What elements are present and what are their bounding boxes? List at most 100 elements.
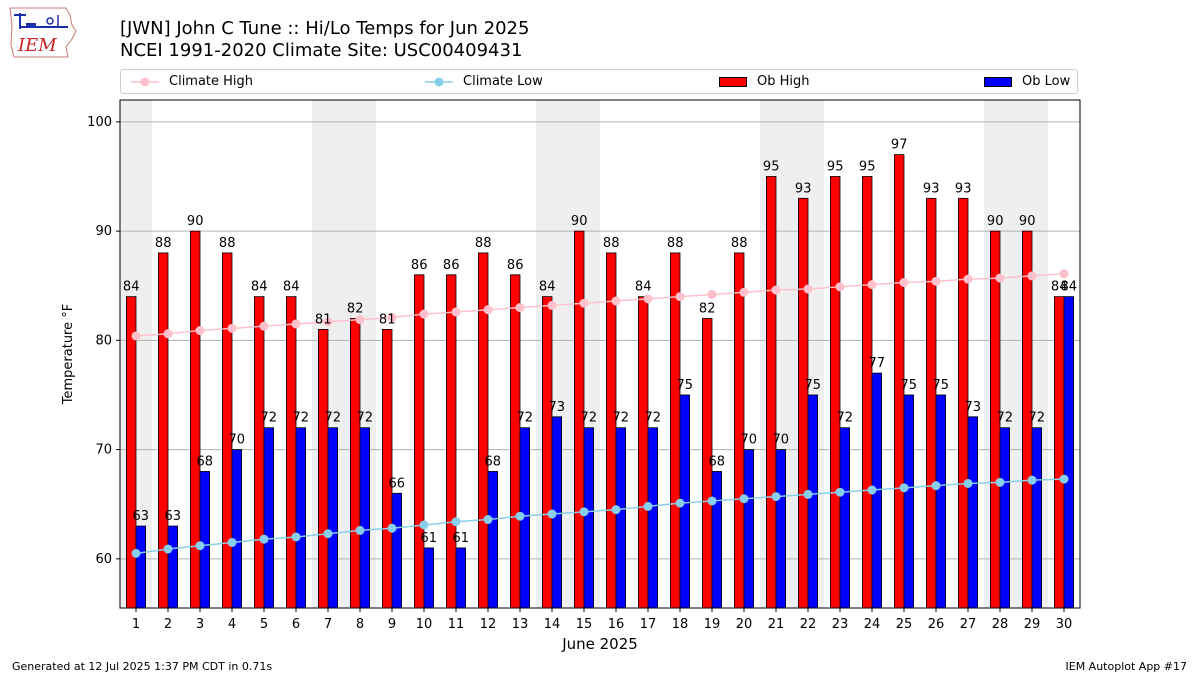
ob-low-data-label: 75: [805, 378, 822, 393]
y-tick-label: 70: [95, 443, 112, 458]
x-tick-label: 9: [388, 617, 396, 632]
legend-label-ob-high: Ob High: [757, 74, 810, 89]
ob-low-bar: [615, 427, 627, 609]
ob-low-data-label: 72: [325, 411, 342, 426]
x-tick-label: 2: [164, 617, 172, 632]
legend-item-ob-low: Ob Low: [984, 70, 1070, 93]
chart-subtitle: NCEI 1991-2020 Climate Site: USC00409431: [120, 40, 523, 61]
climate-low-point: [515, 511, 525, 521]
ob-low-bar: [167, 525, 179, 609]
climate-low-point: [419, 520, 429, 530]
ob-high-bar: [798, 197, 809, 609]
ob-low-data-label: 70: [773, 433, 790, 448]
climate-low-point: [227, 537, 237, 547]
ob-low-bar: [775, 449, 787, 609]
x-tick-label: 3: [196, 617, 204, 632]
climate-high-point: [867, 280, 877, 290]
climate-high-point: [995, 273, 1005, 283]
ob-high-data-label: 82: [347, 301, 364, 316]
ob-low-bar: [999, 427, 1011, 609]
ob-high-bar: [285, 296, 297, 609]
climate-high-point: [547, 300, 557, 310]
bars: [126, 154, 1075, 609]
climate-high-point: [323, 317, 333, 327]
climate-low-point: [643, 501, 653, 511]
climate-high-point: [291, 319, 301, 329]
climate-low-point: [323, 529, 333, 539]
ob-high-data-label: 84: [251, 280, 268, 295]
ob-high-bar: [413, 274, 425, 609]
ob-high-bar: [542, 296, 553, 609]
climate-low-point: [387, 523, 397, 533]
ob-high-bar: [734, 252, 745, 609]
x-tick-label: 1: [132, 617, 140, 632]
ob-low-bar: [967, 416, 979, 609]
climate-high-point: [835, 282, 845, 292]
ob-high-data-label: 95: [763, 159, 780, 174]
x-tick-label: 21: [768, 617, 785, 632]
ob-high-data-label: 84: [1051, 280, 1068, 295]
x-tick-label: 5: [260, 617, 268, 632]
x-tick-label: 18: [672, 617, 689, 632]
ob-high-data-label: 81: [315, 312, 332, 327]
y-tick-label: 100: [87, 115, 112, 130]
x-tick-label: 16: [608, 617, 625, 632]
ob-low-bar: [647, 427, 659, 609]
x-tick-label: 13: [512, 617, 529, 632]
ob-high-bar: [349, 318, 361, 609]
ob-low-data-label: 72: [581, 411, 598, 426]
ob-low-data-label: 70: [741, 433, 758, 448]
ob-low-data-label: 63: [165, 509, 182, 524]
ob-low-bar: [583, 427, 595, 609]
ob-low-bar: [391, 492, 403, 609]
ob-low-bar: [903, 394, 915, 609]
climate-high-point: [195, 326, 205, 336]
climate-high-point: [1027, 271, 1037, 281]
ob-low-data-label: 72: [357, 411, 374, 426]
x-tick-label: 12: [480, 617, 497, 632]
ob-high-data-label: 93: [955, 181, 972, 196]
climate-low-line: [135, 478, 1065, 555]
ob-low-bar: [327, 427, 339, 609]
ob-high-bar: [766, 176, 777, 609]
climate-high-point: [931, 276, 941, 286]
iem-logo: IEM: [8, 5, 80, 59]
ob-low-data-label: 68: [709, 454, 726, 469]
climate-high-line: [135, 272, 1065, 337]
ob-high-bar: [670, 252, 681, 609]
app-credit: IEM Autoplot App #17: [1065, 660, 1188, 673]
ob-low-bar: [263, 427, 275, 609]
ob-high-bar: [445, 274, 457, 609]
ob-high-swatch-icon: [719, 76, 747, 87]
x-tick-label: 26: [928, 617, 945, 632]
ob-low-bar: [807, 394, 819, 609]
legend: Climate High Climate Low Ob High Ob Low: [120, 69, 1078, 94]
climate-low-point: [803, 489, 813, 499]
x-tick-label: 30: [1056, 617, 1073, 632]
ob-high-data-label: 95: [859, 159, 876, 174]
ob-low-data-label: 75: [677, 378, 694, 393]
ob-low-bar: [839, 427, 851, 609]
ob-low-data-label: 61: [453, 531, 470, 546]
ob-low-data-label: 72: [261, 411, 278, 426]
ob-low-bar: [423, 547, 435, 609]
climate-lines: [131, 269, 1069, 558]
ob-high-data-label: 81: [379, 312, 396, 327]
ob-high-data-label: 90: [187, 214, 204, 229]
y-axis-label: Temperature °F: [61, 304, 76, 405]
climate-low-point: [1059, 474, 1069, 484]
legend-label-climate-low: Climate Low: [463, 74, 543, 89]
ob-high-data-label: 88: [155, 236, 172, 251]
x-tick-label: 20: [736, 617, 753, 632]
ob-high-data-label: 90: [571, 214, 588, 229]
climate-low-point: [579, 507, 589, 517]
ob-low-bar: [743, 449, 755, 609]
x-tick-label: 22: [800, 617, 817, 632]
ob-high-bar: [509, 274, 521, 609]
ob-high-data-label: 90: [1019, 214, 1036, 229]
ob-high-bar: [606, 252, 617, 609]
climate-high-point: [803, 284, 813, 294]
ob-high-bar: [926, 197, 937, 609]
ob-high-data-label: 88: [731, 236, 748, 251]
generated-timestamp: Generated at 12 Jul 2025 1:37 PM CDT in …: [12, 660, 273, 673]
